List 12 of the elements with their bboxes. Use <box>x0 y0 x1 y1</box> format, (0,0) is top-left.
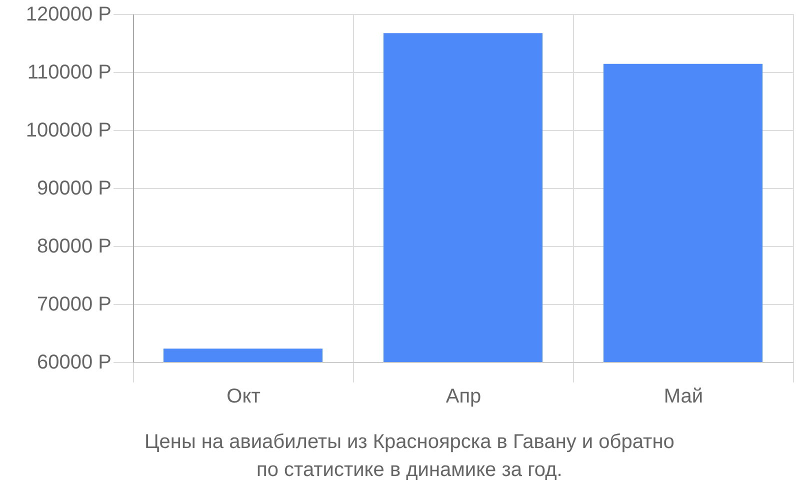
y-tick-label: 80000 Р <box>36 236 112 258</box>
text: по статистике в динамике за год. <box>256 459 562 481</box>
y-tick-label: 70000 Р <box>36 294 112 316</box>
y-tick-label: 100000 Р <box>26 120 112 142</box>
y-tick-label: 90000 Р <box>36 178 112 200</box>
y-tick-label: 60000 Р <box>36 352 112 374</box>
x-tick-label: Апр <box>446 386 482 408</box>
x-tick-label: Окт <box>226 386 260 408</box>
x-tick-label: Май <box>664 386 704 408</box>
y-tick-label: 110000 Р <box>27 62 112 84</box>
text: Цены на авиабилеты из Красноярска в Гавану и обратно <box>144 431 674 453</box>
y-tick-label: 120000 Р <box>26 4 112 26</box>
